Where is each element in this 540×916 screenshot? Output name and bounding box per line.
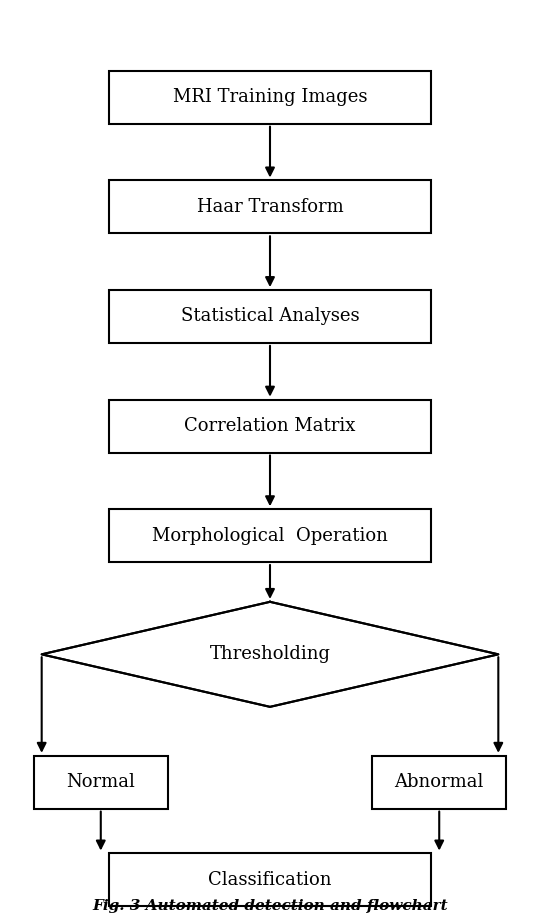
Text: Classification: Classification <box>208 871 332 889</box>
Polygon shape <box>42 602 498 707</box>
Text: Thresholding: Thresholding <box>210 646 330 663</box>
Text: Abnormal: Abnormal <box>395 773 484 791</box>
Text: Morphological  Operation: Morphological Operation <box>152 527 388 545</box>
Text: Normal: Normal <box>66 773 135 791</box>
Text: MRI Training Images: MRI Training Images <box>173 88 367 106</box>
Text: Fig. 3 Automated detection and flowchart: Fig. 3 Automated detection and flowchart <box>92 899 448 912</box>
FancyBboxPatch shape <box>109 509 431 562</box>
Text: Statistical Analyses: Statistical Analyses <box>181 308 359 325</box>
Text: Haar Transform: Haar Transform <box>197 198 343 216</box>
FancyBboxPatch shape <box>372 756 507 809</box>
FancyBboxPatch shape <box>109 854 431 907</box>
FancyBboxPatch shape <box>33 756 168 809</box>
FancyBboxPatch shape <box>109 180 431 234</box>
FancyBboxPatch shape <box>109 399 431 453</box>
Text: Correlation Matrix: Correlation Matrix <box>184 417 356 435</box>
FancyBboxPatch shape <box>109 71 431 124</box>
FancyBboxPatch shape <box>109 290 431 343</box>
